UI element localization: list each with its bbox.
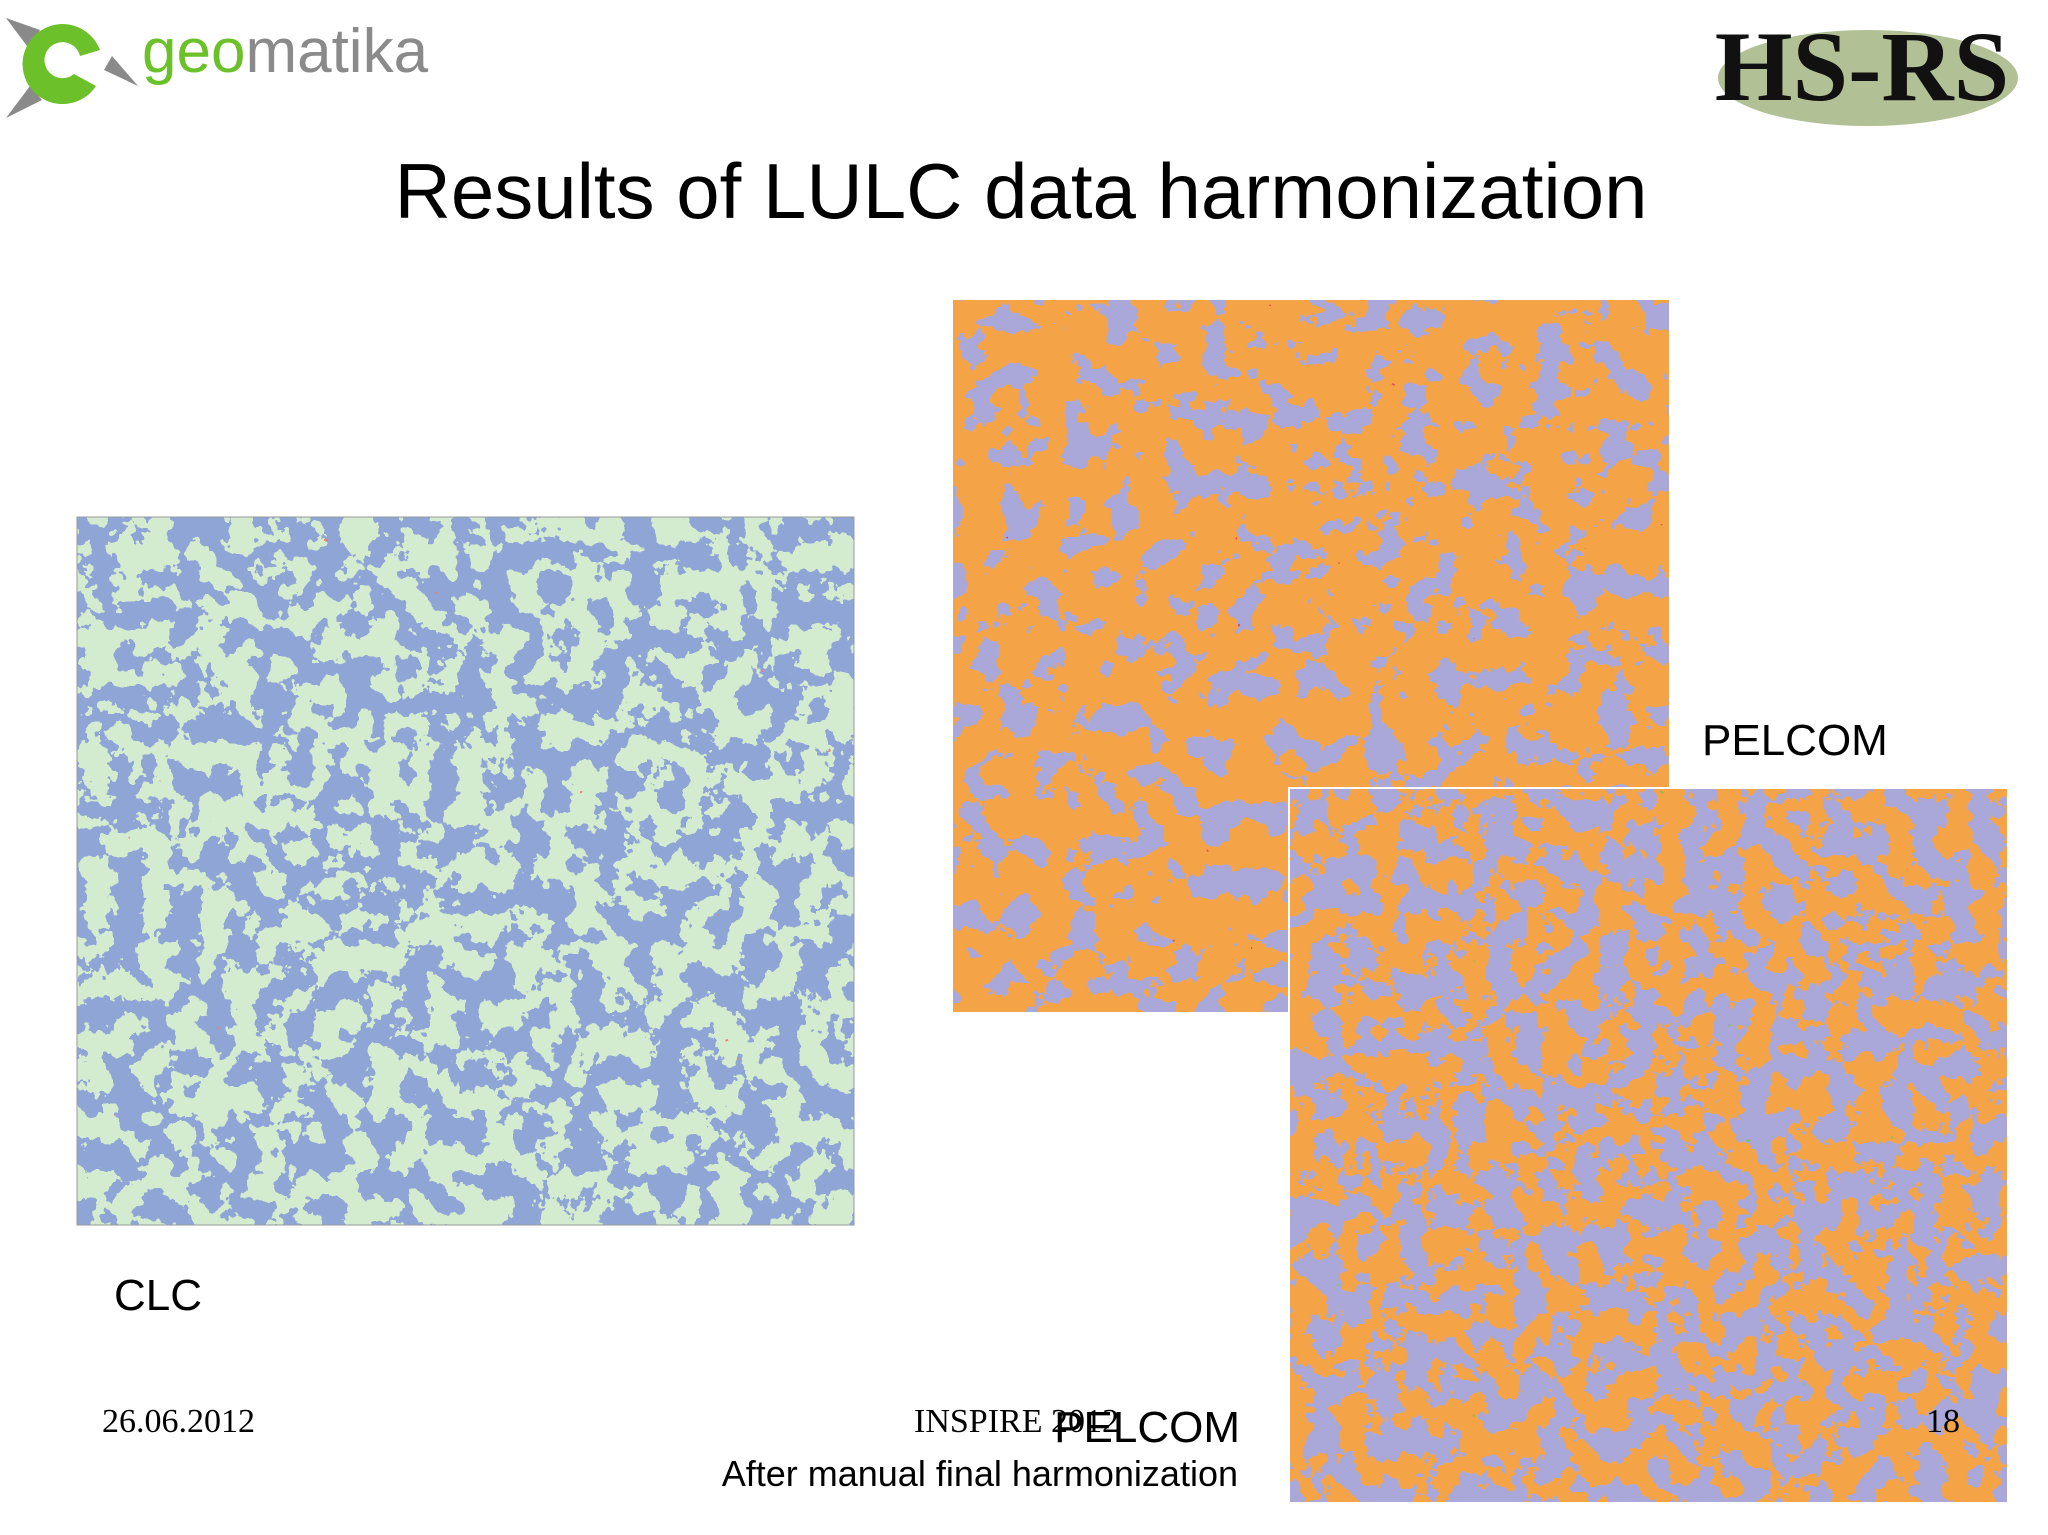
logo-text: geomatika [142,17,429,86]
map-harmonized [1288,787,2009,1504]
logo-part: matika [245,17,428,86]
logo-part: geo [142,17,245,86]
map-label: PELCOM [1702,716,1888,765]
footer-date: 26.06.2012 [102,1403,255,1440]
logo-left: geomatika [6,17,429,118]
map-label: CLC [114,1271,202,1320]
map-clc [76,516,855,1226]
logo-text: HS-RS [1715,11,2010,122]
map-label: PELCOM [1054,1403,1240,1452]
footer-event: INSPIRE 2012 [914,1403,1119,1440]
page-number: 18 [1926,1403,1960,1440]
slide-title: Results of LULC data harmonization [395,147,1648,235]
map-caption: After manual final harmonization [722,1453,1238,1494]
logo-right: HS-RS [1715,11,2018,126]
